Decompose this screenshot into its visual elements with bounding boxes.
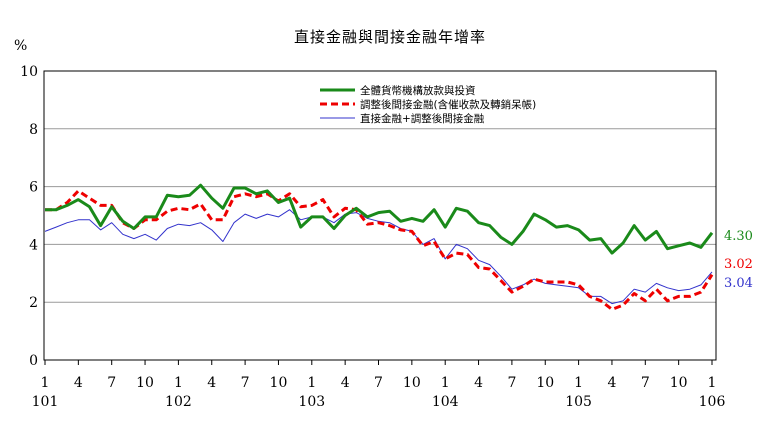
end-label-series-3: 3.04 [724,276,753,291]
x-tick-label-month: 1 [307,375,316,391]
series-line-2 [45,189,714,311]
x-tick-label-month: 1 [708,375,717,391]
x-tick-label-month: 4 [607,375,616,391]
x-tick-label-year: 102 [165,394,192,410]
legend-label-2: 調整後間接金融(含催收款及轉銷呆帳) [360,98,536,111]
x-tick-label-month: 10 [136,375,154,391]
series-lines [44,183,714,311]
x-tick-label-year: 106 [699,394,726,410]
x-tick-label-month: 10 [270,375,288,391]
end-label-series-1: 4.30 [724,229,753,244]
x-tick-label-month: 1 [574,375,583,391]
legend: 全體貨幣機構放款與投資調整後間接金融(含催收款及轉銷呆帳)直接金融+調整後間接金… [320,84,536,125]
x-tick-label-month: 4 [207,375,216,391]
plot-area-frame [43,70,717,361]
y-tick-label-8: 8 [29,122,38,138]
y-tick-label-10: 10 [20,64,38,80]
x-tick-label-month: 7 [507,375,516,391]
end-label-series-2: 3.02 [724,257,753,272]
x-tick-label-month: 10 [670,375,688,391]
x-tick-label-month: 10 [403,375,421,391]
y-axis-unit-label: % [14,38,27,54]
x-tick-label-year: 101 [32,394,59,410]
end-value-labels: 4.30 3.02 3.04 [724,229,753,291]
x-tick-label-year: 104 [432,394,459,410]
y-tick-label-0: 0 [29,353,38,369]
x-tick-label-month: 7 [241,375,250,391]
x-tick-label-month: 1 [174,375,183,391]
x-tick-label-month: 4 [474,375,483,391]
y-axis: 0 2 4 6 8 10 [20,64,38,369]
x-tick-label-month: 7 [641,375,650,391]
x-tick-label-month: 1 [441,375,450,391]
x-tick-label-month: 4 [341,375,350,391]
legend-label-3: 直接金融+調整後間接金融 [360,112,485,125]
x-tick-label-year: 103 [298,394,325,410]
series-line-1 [45,183,714,255]
x-tick-label-month: 7 [374,375,383,391]
x-tick-label-month: 4 [74,375,83,391]
y-tick-label-2: 2 [29,295,38,311]
y-tick-label-4: 4 [29,237,38,253]
x-tick-label-month: 1 [41,375,50,391]
chart-title: 直接金融與間接金融年增率 [294,28,486,46]
y-tick-label-6: 6 [29,180,38,196]
x-tick-label-month: 10 [536,375,554,391]
legend-label-1: 全體貨幣機構放款與投資 [360,84,476,97]
x-tick-label-year: 105 [565,394,592,410]
x-tick-label-month: 7 [107,375,116,391]
